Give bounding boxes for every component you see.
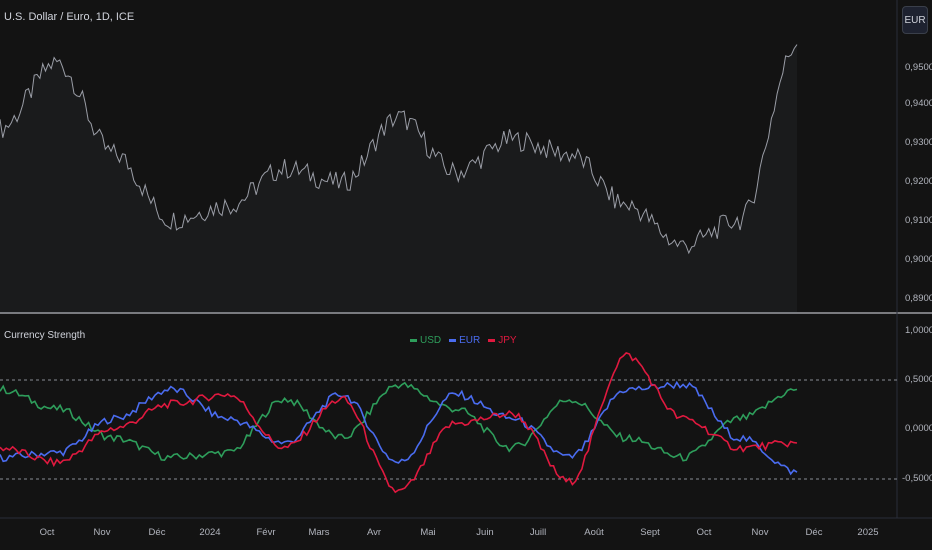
strength-tick: -0,5000 — [902, 473, 932, 484]
price-tick: 0,9100 — [905, 215, 932, 226]
legend: USD EUR JPY — [410, 335, 517, 346]
indicator-title: Currency Strength — [4, 330, 86, 341]
usd-swatch — [410, 339, 417, 342]
eur-swatch — [449, 339, 457, 342]
time-tick: 2025 — [857, 527, 879, 538]
strength-tick: 0,5000 — [905, 374, 932, 385]
strength-line-usd[interactable] — [0, 381, 798, 462]
legend-item-eur: EUR — [449, 335, 480, 346]
price-area — [0, 44, 797, 313]
legend-item-jpy: JPY — [488, 335, 517, 346]
time-tick: Déc — [148, 527, 166, 538]
time-tick: Juin — [476, 527, 494, 538]
jpy-swatch — [488, 339, 496, 342]
time-tick: 2024 — [199, 527, 221, 538]
time-tick: Nov — [751, 527, 769, 538]
time-tick: Mars — [308, 527, 330, 538]
time-tick: Juill — [529, 527, 547, 538]
time-tick: Août — [584, 527, 604, 538]
strength-tick: 0,0000 — [905, 423, 932, 434]
symbol-title: U.S. Dollar / Euro, 1D, ICE — [4, 11, 135, 23]
legend-label-usd: USD — [420, 335, 442, 346]
currency-button[interactable]: EUR — [902, 6, 928, 34]
time-tick: Déc — [805, 527, 823, 538]
time-tick: Oct — [696, 527, 712, 538]
legend-label-eur: EUR — [459, 335, 481, 346]
time-tick: Févr — [256, 527, 276, 538]
price-tick: 0,9400 — [905, 98, 932, 109]
price-tick: 0,8900 — [905, 293, 932, 304]
legend-item-usd: USD — [410, 335, 441, 346]
strength-line-jpy[interactable] — [0, 351, 798, 494]
time-tick: Oct — [39, 527, 55, 538]
time-tick: Avr — [366, 527, 382, 538]
strength-line-eur[interactable] — [0, 380, 798, 476]
price-tick: 0,9500 — [905, 62, 932, 73]
time-tick: Nov — [93, 527, 111, 538]
price-line[interactable] — [0, 44, 798, 255]
time-tick: Sept — [640, 527, 660, 538]
time-tick: Mai — [420, 527, 436, 538]
price-tick: 0,9000 — [905, 254, 932, 265]
price-tick: 0,9300 — [905, 137, 932, 148]
strength-tick: 1,0000 — [905, 325, 932, 336]
legend-label-jpy: JPY — [498, 335, 517, 346]
price-tick: 0,9200 — [905, 176, 932, 187]
